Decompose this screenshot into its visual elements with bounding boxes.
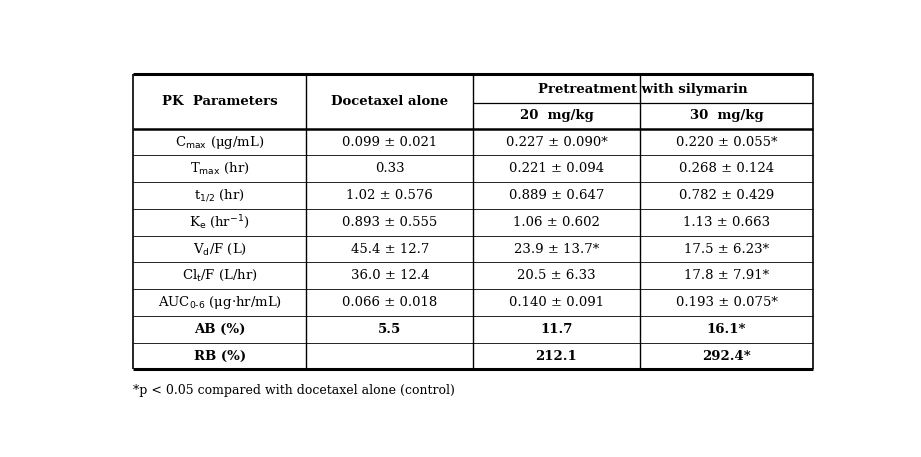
Text: 17.8 ± 7.91*: 17.8 ± 7.91* bbox=[684, 269, 769, 282]
Text: AUC$_{0\text{-}6}$ (μg·hr/mL): AUC$_{0\text{-}6}$ (μg·hr/mL) bbox=[157, 294, 282, 311]
Text: *p < 0.05 compared with docetaxel alone (control): *p < 0.05 compared with docetaxel alone … bbox=[133, 383, 455, 397]
Text: t$_{1/2}$ (hr): t$_{1/2}$ (hr) bbox=[194, 188, 245, 203]
Text: 45.4 ± 12.7: 45.4 ± 12.7 bbox=[351, 243, 429, 255]
Text: 0.066 ± 0.018: 0.066 ± 0.018 bbox=[342, 296, 437, 309]
Text: 0.889 ± 0.647: 0.889 ± 0.647 bbox=[508, 189, 604, 202]
Text: 36.0 ± 12.4: 36.0 ± 12.4 bbox=[351, 269, 429, 282]
Text: 11.7: 11.7 bbox=[541, 323, 573, 336]
Text: 0.193 ± 0.075*: 0.193 ± 0.075* bbox=[675, 296, 777, 309]
Text: C$_{\mathrm{max}}$ (μg/mL): C$_{\mathrm{max}}$ (μg/mL) bbox=[175, 133, 264, 151]
Text: 212.1: 212.1 bbox=[535, 350, 577, 362]
Text: Pretreatment with silymarin: Pretreatment with silymarin bbox=[539, 83, 748, 96]
Text: 0.140 ± 0.091: 0.140 ± 0.091 bbox=[508, 296, 604, 309]
Text: K$_{\mathrm{e}}$ (hr$^{-1}$): K$_{\mathrm{e}}$ (hr$^{-1}$) bbox=[190, 213, 250, 231]
Text: 0.893 ± 0.555: 0.893 ± 0.555 bbox=[342, 216, 437, 229]
Text: 1.06 ± 0.602: 1.06 ± 0.602 bbox=[513, 216, 600, 229]
Text: RB (%): RB (%) bbox=[193, 350, 246, 362]
Text: 0.782 ± 0.429: 0.782 ± 0.429 bbox=[679, 189, 774, 202]
Text: 5.5: 5.5 bbox=[379, 323, 402, 336]
Text: 30  mg/kg: 30 mg/kg bbox=[690, 109, 764, 122]
Text: 17.5 ± 6.23*: 17.5 ± 6.23* bbox=[684, 243, 769, 255]
Text: 0.099 ± 0.021: 0.099 ± 0.021 bbox=[342, 136, 437, 149]
Text: PK  Parameters: PK Parameters bbox=[162, 95, 277, 108]
Text: 0.220 ± 0.055*: 0.220 ± 0.055* bbox=[676, 136, 777, 149]
Text: 0.227 ± 0.090*: 0.227 ± 0.090* bbox=[506, 136, 607, 149]
Text: 20  mg/kg: 20 mg/kg bbox=[519, 109, 593, 122]
Text: 1.02 ± 0.576: 1.02 ± 0.576 bbox=[346, 189, 433, 202]
Text: Cl$_{\mathrm{t}}$/F (L/hr): Cl$_{\mathrm{t}}$/F (L/hr) bbox=[181, 268, 258, 283]
Text: 23.9 ± 13.7*: 23.9 ± 13.7* bbox=[514, 243, 599, 255]
Text: 292.4*: 292.4* bbox=[702, 350, 751, 362]
Text: 1.13 ± 0.663: 1.13 ± 0.663 bbox=[682, 216, 770, 229]
Text: 16.1*: 16.1* bbox=[706, 323, 746, 336]
Text: 0.268 ± 0.124: 0.268 ± 0.124 bbox=[679, 162, 774, 175]
Text: 0.33: 0.33 bbox=[375, 162, 404, 175]
Text: V$_{\mathrm{d}}$/F (L): V$_{\mathrm{d}}$/F (L) bbox=[192, 241, 247, 257]
Text: T$_{\mathrm{max}}$ (hr): T$_{\mathrm{max}}$ (hr) bbox=[190, 161, 250, 176]
Text: 0.221 ± 0.094: 0.221 ± 0.094 bbox=[508, 162, 604, 175]
Text: AB (%): AB (%) bbox=[194, 323, 245, 336]
Text: Docetaxel alone: Docetaxel alone bbox=[332, 95, 449, 108]
Text: 20.5 ± 6.33: 20.5 ± 6.33 bbox=[517, 269, 596, 282]
